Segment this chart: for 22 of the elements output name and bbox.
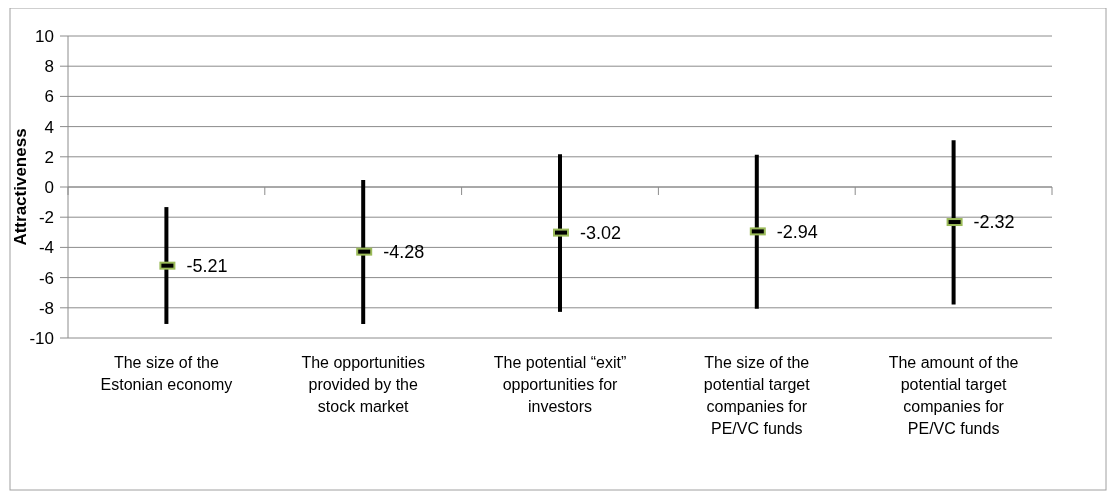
x-tick-label: The opportunities provided by the stock market — [301, 354, 426, 415]
data-label: -2.32 — [973, 212, 1015, 233]
x-tick-label: The potential “exit” opportunities for investors — [493, 354, 627, 415]
y-tick-label: -8 — [38, 298, 54, 318]
x-tick-label: The size of the potential target companies for PE/VC funds — [703, 354, 811, 437]
x-tick-label: The size of the Estonian economy — [100, 354, 233, 393]
data-label: -3.02 — [580, 222, 622, 243]
data-label: -5.21 — [186, 255, 228, 276]
y-tick-label: 8 — [44, 57, 54, 77]
y-tick-label: 6 — [44, 87, 54, 107]
y-tick-label: -6 — [38, 268, 54, 288]
x-tick-label: The amount of the potential target companies for PE/VC funds — [888, 354, 1019, 437]
y-tick-label: -4 — [38, 238, 54, 258]
y-tick-label: -10 — [29, 328, 54, 348]
y-tick-label: 10 — [35, 26, 54, 46]
y-tick-label: 0 — [44, 177, 54, 197]
y-tick-label: 2 — [44, 147, 54, 167]
y-tick-label: 4 — [44, 117, 54, 137]
data-label: -2.94 — [776, 221, 818, 242]
y-tick-label: -2 — [38, 208, 54, 228]
data-label: -4.28 — [383, 241, 425, 262]
y-axis-title: Attractiveness — [11, 128, 30, 246]
